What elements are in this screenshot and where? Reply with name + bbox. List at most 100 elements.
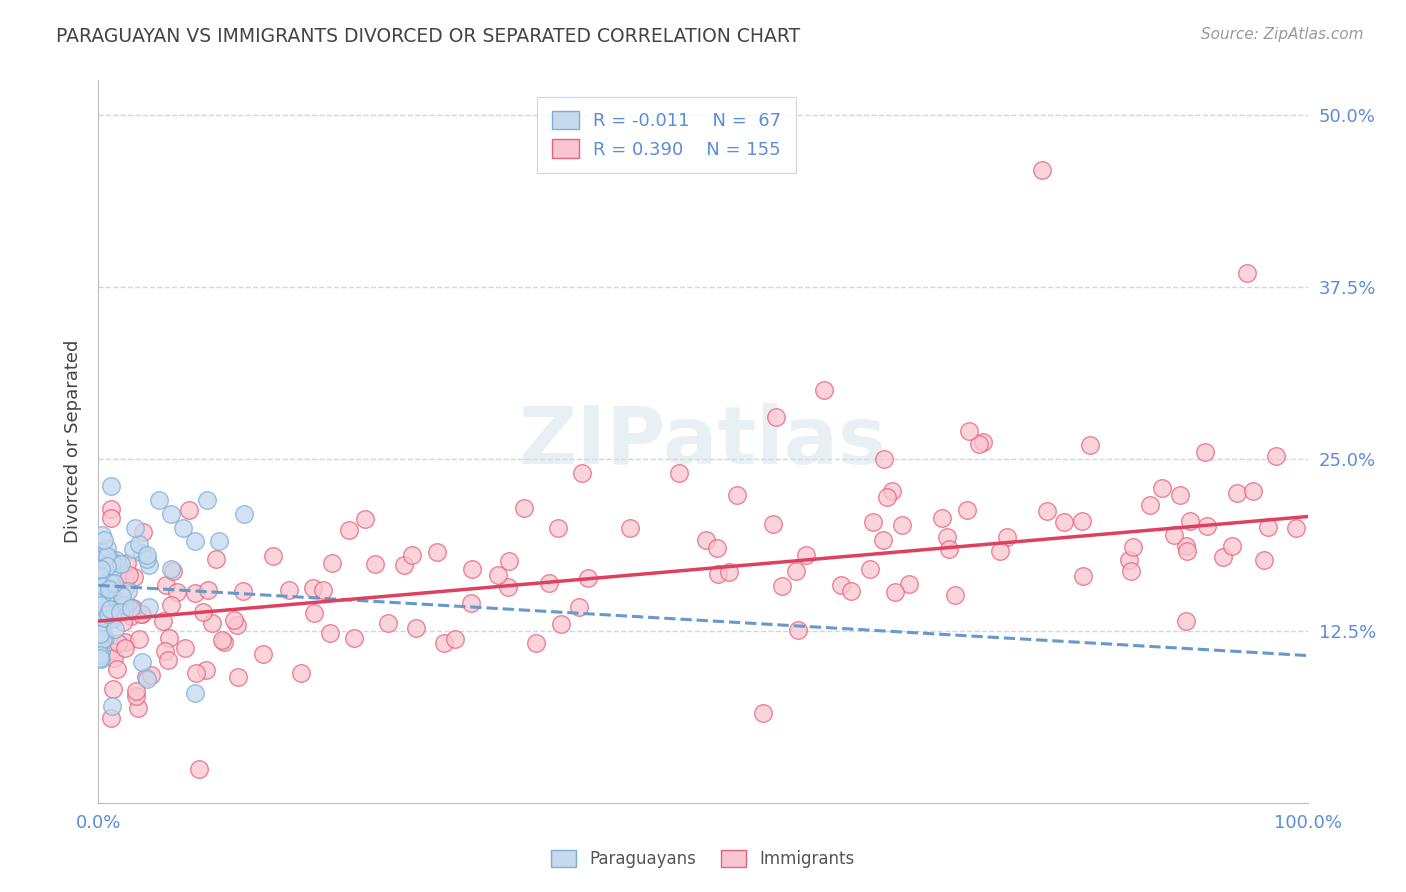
Point <box>1071 569 1094 583</box>
Point <box>111 595 134 609</box>
Point <box>101 606 124 620</box>
Point <box>1212 549 1234 564</box>
Point <box>321 556 343 570</box>
Point <box>432 636 454 650</box>
Point <box>668 466 690 480</box>
Point <box>426 545 449 559</box>
Point <box>128 632 150 646</box>
Point <box>122 570 145 584</box>
Point <box>98 582 121 596</box>
Legend: R = -0.011    N =  67, R = 0.390    N = 155: R = -0.011 N = 67, R = 0.390 N = 155 <box>537 96 796 173</box>
Point <box>1152 481 1174 495</box>
Point <box>125 689 148 703</box>
Point <box>114 640 136 655</box>
Point <box>184 586 207 600</box>
Point <box>100 644 122 658</box>
Point <box>936 529 959 543</box>
Point <box>93 611 115 625</box>
Point <box>752 706 775 721</box>
Point <box>498 554 520 568</box>
Point <box>1195 519 1218 533</box>
Point <box>157 631 180 645</box>
Point <box>571 466 593 480</box>
Point <box>90 591 112 606</box>
Point <box>101 555 124 569</box>
Point <box>197 583 219 598</box>
Point <box>1257 520 1279 534</box>
Point <box>89 627 111 641</box>
Point <box>131 655 153 669</box>
Point <box>155 578 177 592</box>
Point <box>98 607 121 621</box>
Point <box>211 633 233 648</box>
Point <box>114 634 136 648</box>
Legend: Paraguayans, Immigrants: Paraguayans, Immigrants <box>544 843 862 875</box>
Point <box>135 672 157 686</box>
Point <box>568 599 591 614</box>
Point <box>97 607 120 621</box>
Point <box>90 544 112 558</box>
Point <box>444 632 467 646</box>
Point <box>706 541 728 556</box>
Point <box>184 534 207 549</box>
Point <box>166 585 188 599</box>
Point <box>318 626 340 640</box>
Point <box>100 552 122 566</box>
Point <box>1121 565 1143 579</box>
Point <box>114 570 136 584</box>
Point <box>862 515 884 529</box>
Point <box>118 602 141 616</box>
Point <box>136 552 159 566</box>
Point <box>550 617 572 632</box>
Point <box>1220 539 1243 553</box>
Point <box>96 558 118 573</box>
Point <box>882 483 904 498</box>
Point <box>392 558 415 573</box>
Point <box>226 670 249 684</box>
Point <box>90 577 112 591</box>
Point <box>160 599 183 613</box>
Point <box>184 686 207 700</box>
Point <box>100 511 122 525</box>
Point <box>114 571 136 585</box>
Point <box>785 564 807 578</box>
Point <box>135 670 157 684</box>
Text: Source: ZipAtlas.com: Source: ZipAtlas.com <box>1201 27 1364 42</box>
Point <box>105 552 128 566</box>
Point <box>354 512 377 526</box>
Point <box>967 437 990 451</box>
Point <box>122 541 145 556</box>
Point <box>995 530 1018 544</box>
Point <box>135 548 157 562</box>
Point <box>90 561 112 575</box>
Point <box>112 615 135 629</box>
Point <box>972 434 994 449</box>
Point <box>94 631 117 645</box>
Text: ZIPatlas: ZIPatlas <box>519 402 887 481</box>
Point <box>100 609 122 624</box>
Point <box>364 557 387 571</box>
Point <box>1168 488 1191 502</box>
Point <box>97 575 120 590</box>
Point <box>377 615 399 630</box>
Point <box>302 606 325 620</box>
Point <box>337 523 360 537</box>
Point <box>762 516 785 531</box>
Point <box>90 645 112 659</box>
Point <box>117 568 139 582</box>
Point <box>105 662 128 676</box>
Point <box>208 534 231 549</box>
Point <box>187 762 209 776</box>
Point <box>897 577 920 591</box>
Point <box>205 551 228 566</box>
Point <box>695 533 717 547</box>
Point <box>262 549 284 564</box>
Point <box>124 520 146 534</box>
Point <box>117 583 139 598</box>
Point <box>131 607 153 622</box>
Point <box>120 601 142 615</box>
Point <box>770 579 793 593</box>
Point <box>873 451 896 466</box>
Point <box>152 614 174 628</box>
Point <box>160 507 183 521</box>
